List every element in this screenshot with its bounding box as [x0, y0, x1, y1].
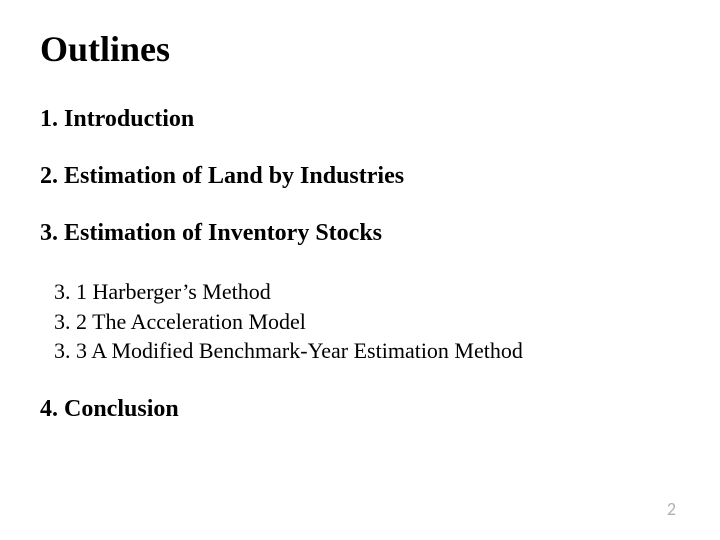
- section-introduction: 1. Introduction: [40, 106, 680, 133]
- slide: Outlines 1. Introduction 2. Estimation o…: [0, 0, 720, 540]
- slide-title: Outlines: [40, 28, 680, 70]
- subsection-group: 3. 1 Harberger’s Method 3. 2 The Acceler…: [54, 277, 680, 366]
- page-number: 2: [667, 498, 676, 520]
- subsection-benchmark-year: 3. 3 A Modified Benchmark-Year Estimatio…: [54, 336, 680, 366]
- section-land-by-industries: 2. Estimation of Land by Industries: [40, 163, 680, 190]
- section-conclusion: 4. Conclusion: [40, 396, 680, 423]
- subsection-harberger: 3. 1 Harberger’s Method: [54, 277, 680, 307]
- subsection-acceleration: 3. 2 The Acceleration Model: [54, 307, 680, 337]
- section-inventory-stocks: 3. Estimation of Inventory Stocks: [40, 220, 680, 247]
